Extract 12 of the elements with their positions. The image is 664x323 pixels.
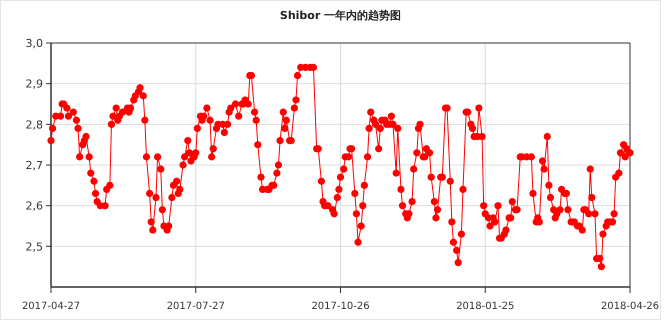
chart-title: Shibor 一年内的趋势图 (280, 9, 402, 22)
x-tick-label: 2017-10-26 (311, 301, 370, 312)
y-tick-label: 2,9 (26, 78, 43, 91)
y-tick-label: 2,8 (26, 118, 43, 132)
y-tick-label: 3,0 (26, 37, 43, 50)
y-tick-label: 2,5 (26, 240, 43, 254)
x-tick-label: 2017-07-27 (166, 301, 225, 312)
y-tick-label: 2,7 (26, 159, 43, 172)
x-tick-label: 2018-01-25 (456, 301, 514, 312)
x-tick-label: 2018-04-26 (600, 301, 660, 312)
x-tick-label: 2017-04-27 (22, 301, 80, 312)
y-tick-label: 2,6 (26, 200, 43, 213)
